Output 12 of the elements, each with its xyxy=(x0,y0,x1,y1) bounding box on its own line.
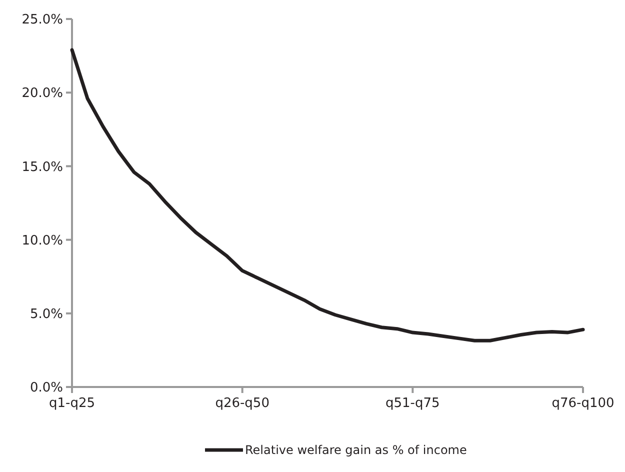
y-tick-label: 5.0% xyxy=(30,306,63,322)
y-tick-label: 0.0% xyxy=(30,380,63,396)
x-tick-label: q76-q100 xyxy=(552,396,614,411)
y-tick-label: 20.0% xyxy=(22,86,63,102)
y-tick-label: 15.0% xyxy=(22,160,63,175)
x-tick-label: q1-q25 xyxy=(48,396,96,411)
x-tick-label: q26-q50 xyxy=(215,396,270,411)
y-tick-label: 10.0% xyxy=(22,233,63,248)
line-series xyxy=(70,48,585,342)
legend-label: Relative welfare gain as % of income xyxy=(245,443,467,458)
x-tick-label: q51-q75 xyxy=(386,396,440,411)
y-tick-label: 25.0% xyxy=(22,12,63,28)
